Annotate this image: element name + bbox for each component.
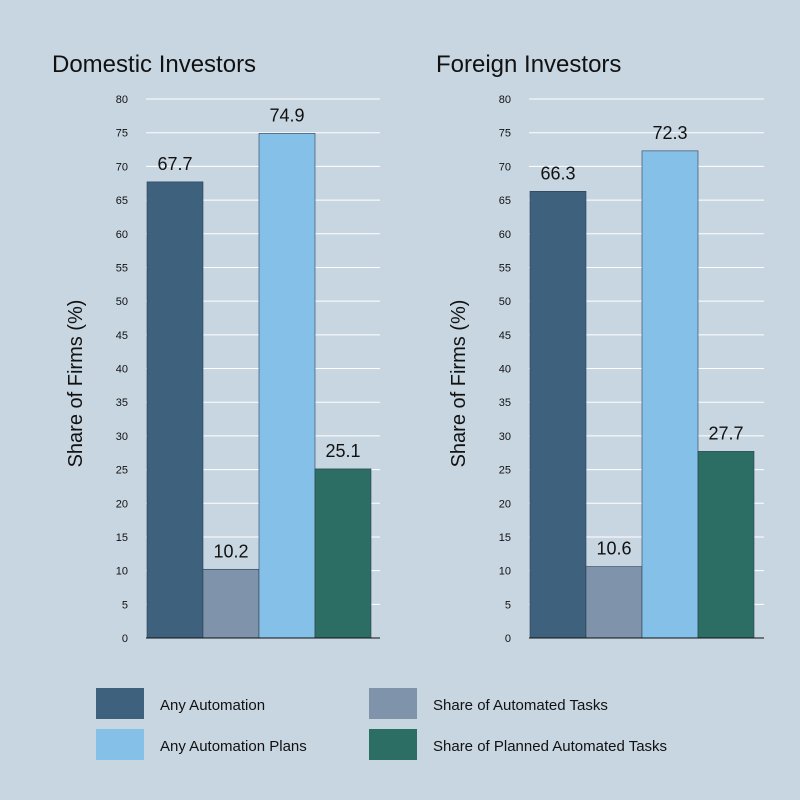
- y-tick-label: 70: [499, 161, 511, 173]
- bar-any-automation-plans: [258, 133, 316, 639]
- y-tick-label: 35: [499, 397, 511, 409]
- legend-swatch-share-of-planned-automated-tasks: [369, 729, 417, 760]
- y-tick-label: 80: [116, 94, 128, 106]
- y-tick-label: 20: [116, 498, 128, 510]
- legend-label-any-automation: Any Automation: [160, 697, 265, 714]
- y-tick-label: 40: [116, 364, 128, 376]
- y-tick-label: 0: [122, 633, 128, 645]
- legend-label-share-of-planned-automated-tasks: Share of Planned Automated Tasks: [433, 738, 667, 755]
- legend: Any Automation Share of Automated Tasks An…: [96, 688, 667, 760]
- y-tick-label: 40: [499, 364, 511, 376]
- legend-label-any-automation-plans: Any Automation Plans: [160, 738, 307, 755]
- y-tick-label: 65: [499, 195, 511, 207]
- data-label: 74.9: [269, 105, 304, 125]
- bar-any-automation-plans: [641, 150, 699, 639]
- y-tick-label: 45: [116, 330, 128, 342]
- bar-any-automation: [146, 181, 204, 639]
- y-tick-label: 30: [499, 431, 511, 443]
- y-tick-label: 35: [116, 397, 128, 409]
- y-tick-label: 60: [116, 229, 128, 241]
- y-tick-label: 65: [116, 195, 128, 207]
- chart-title: Foreign Investors: [436, 51, 621, 78]
- y-tick-label: 60: [499, 229, 511, 241]
- y-tick-label: 0: [505, 633, 511, 645]
- data-label: 10.6: [596, 539, 631, 559]
- legend-swatch-any-automation: [96, 688, 144, 719]
- data-label: 10.2: [213, 541, 248, 561]
- y-tick-label: 80: [499, 94, 511, 106]
- y-tick-label: 55: [116, 262, 128, 274]
- bar-any-automation: [529, 191, 587, 639]
- y-tick-label: 5: [122, 599, 128, 611]
- y-tick-label: 75: [116, 128, 128, 140]
- y-tick-label: 50: [116, 296, 128, 308]
- y-tick-label: 15: [116, 532, 128, 544]
- y-tick-label: 45: [499, 330, 511, 342]
- y-tick-label: 10: [116, 566, 128, 578]
- bar-share-of-automated-tasks: [585, 566, 643, 639]
- data-label: 67.7: [157, 154, 192, 174]
- bar-share-of-planned-automated-tasks: [697, 451, 755, 639]
- legend-swatch-any-automation-plans: [96, 729, 144, 760]
- y-tick-label: 15: [499, 532, 511, 544]
- y-tick-label: 25: [116, 465, 128, 477]
- bar-share-of-automated-tasks: [202, 568, 260, 639]
- y-tick-label: 10: [499, 566, 511, 578]
- y-axis-label: Share of Firms (%): [65, 300, 87, 468]
- data-label: 25.1: [325, 441, 360, 461]
- data-label: 66.3: [540, 163, 575, 183]
- y-tick-label: 50: [499, 296, 511, 308]
- panel-foreign-investors: Foreign Investors 0 5 10 15 20 25 30 35 40 45 50 55 6…: [436, 51, 764, 645]
- y-tick-label: 25: [499, 465, 511, 477]
- y-tick-label: 55: [499, 262, 511, 274]
- panel-domestic-investors: Domestic Investors 0 5 10 15 20 25 30 35 40 45 50 55…: [52, 51, 380, 645]
- legend-label-share-of-automated-tasks: Share of Automated Tasks: [433, 697, 608, 714]
- y-tick-label: 30: [116, 431, 128, 443]
- data-label: 72.3: [652, 123, 687, 143]
- y-axis-label: Share of Firms (%): [448, 300, 470, 468]
- y-tick-label: 70: [116, 161, 128, 173]
- y-tick-label: 5: [505, 599, 511, 611]
- legend-swatch-share-of-automated-tasks: [369, 688, 417, 719]
- y-tick-label: 20: [499, 498, 511, 510]
- data-label: 27.7: [708, 423, 743, 443]
- bar-share-of-planned-automated-tasks: [314, 468, 372, 639]
- chart-title: Domestic Investors: [52, 51, 256, 78]
- y-tick-label: 75: [499, 128, 511, 140]
